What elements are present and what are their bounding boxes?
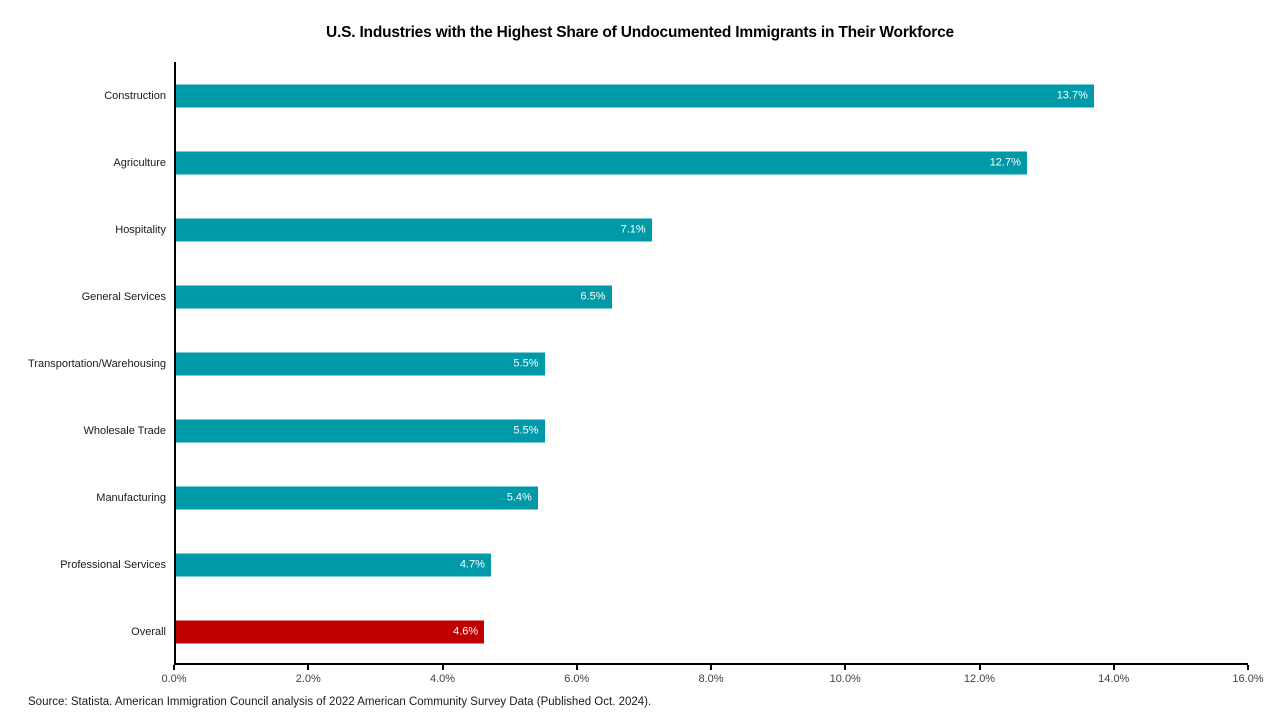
bar-row: 13.7%	[176, 62, 1248, 129]
bar-transportation-warehousing: 5.5%	[176, 352, 545, 375]
bar-hospitality: 7.1%	[176, 218, 652, 241]
bar-value-label: 12.7%	[989, 156, 1021, 169]
y-label-row: Professional Services	[0, 531, 166, 598]
bar-row: 4.6%	[176, 598, 1248, 665]
bar-value-label: 13.7%	[1056, 89, 1088, 102]
x-axis-tick-label: 6.0%	[564, 673, 590, 685]
bar-value-label: 4.6%	[453, 625, 479, 638]
bar-agriculture: 12.7%	[176, 151, 1027, 174]
x-axis-tick	[844, 665, 847, 670]
category-label: Construction	[104, 89, 166, 102]
bar-value-label: 5.4%	[506, 491, 532, 504]
bar-wholesale-trade: 5.5%	[176, 419, 545, 442]
bar-manufacturing: 5.4%	[176, 486, 538, 509]
category-label: Wholesale Trade	[83, 424, 166, 437]
plot-area: 13.7% 12.7% 7.1% 6.5% 5.5% 5.5% 5.4% 4.7% 4.6%	[174, 62, 1248, 665]
bar-row: 5.4%	[176, 464, 1248, 531]
x-axis-tick	[441, 665, 444, 670]
chart-title: U.S. Industries with the Highest Share o…	[326, 24, 954, 41]
bar-construction: 13.7%	[176, 84, 1094, 107]
bar-row: 4.7%	[176, 531, 1248, 598]
source-note: Source: Statista. American Immigration C…	[28, 696, 652, 708]
y-label-row: Overall	[0, 598, 166, 665]
x-axis-tick-label: 2.0%	[295, 673, 321, 685]
category-label: General Services	[81, 290, 166, 303]
x-axis-tick-label: 12.0%	[963, 673, 996, 685]
x-axis-tick	[710, 665, 712, 670]
bar-row: 7.1%	[176, 196, 1248, 263]
y-label-row: Agriculture	[0, 129, 166, 196]
bar-row: 12.7%	[176, 129, 1248, 196]
x-axis-tick-label: 10.0%	[829, 673, 861, 685]
category-label: Overall	[131, 625, 166, 638]
bar-value-label: 4.7%	[459, 558, 485, 571]
x-axis-tick-label: 8.0%	[698, 673, 724, 685]
category-label: Transportation/Warehousing	[28, 357, 166, 370]
bar-value-label: 5.5%	[513, 357, 539, 370]
x-axis-tick	[575, 665, 578, 670]
x-axis-tick	[1247, 665, 1249, 670]
x-axis-tick	[1112, 665, 1115, 670]
bar-professional-services: 4.7%	[176, 553, 491, 576]
y-axis-labels: Construction Agriculture Hospitality Genera…	[0, 62, 166, 665]
x-axis-tick-label: 4.0%	[429, 673, 456, 685]
x-axis-tick	[173, 665, 175, 670]
x-axis-tick	[307, 665, 310, 670]
x-axis-tick-label: 0.0%	[161, 673, 187, 685]
y-label-row: Hospitality	[0, 196, 166, 263]
bar-overall: 4.6%	[176, 620, 485, 643]
x-axis: 0.0% 2.0% 4.0% 6.0% 8.0% 10.0% 12.0% 14.0% 16.0%	[161, 665, 1264, 695]
x-axis-tick-label: 14.0%	[1098, 673, 1130, 685]
bar-general-services: 6.5%	[176, 285, 612, 308]
bar-value-label: 6.5%	[580, 290, 606, 303]
x-axis-tick	[978, 665, 981, 670]
category-label: Professional Services	[60, 558, 166, 571]
x-axis-tick-label: 16.0%	[1232, 673, 1264, 685]
bar-row: 5.5%	[176, 330, 1248, 397]
category-label: Manufacturing	[96, 491, 166, 504]
bar-row: 6.5%	[176, 263, 1248, 330]
bar-value-label: 7.1%	[620, 223, 646, 236]
category-label: Hospitality	[115, 223, 166, 236]
y-label-row: General Services	[0, 263, 166, 330]
y-label-row: Manufacturing	[0, 464, 166, 531]
y-label-row: Wholesale Trade	[0, 397, 166, 464]
bar-value-label: 5.5%	[513, 424, 539, 437]
y-label-row: Construction	[0, 62, 166, 129]
bar-row: 5.5%	[176, 397, 1248, 464]
y-label-row: Transportation/Warehousing	[0, 330, 166, 397]
category-label: Agriculture	[113, 156, 166, 169]
